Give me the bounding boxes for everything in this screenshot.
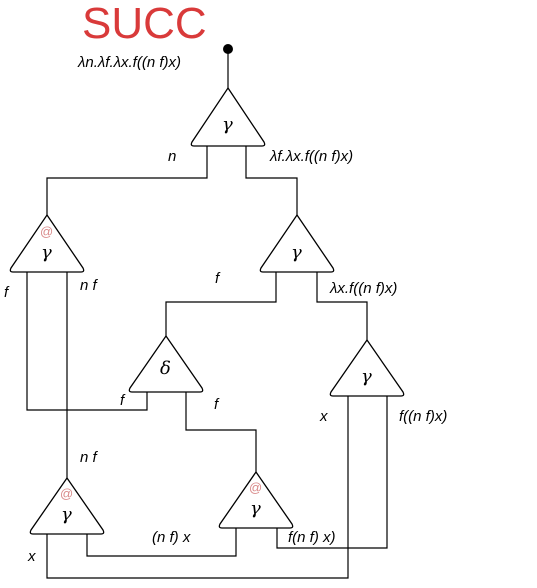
delta-glyph: δ [160,358,171,379]
gamma-nf-triangle [9,213,85,273]
label-f-right: f [215,270,221,287]
label-fnf-x: f(n f) x) [288,529,336,546]
wire-f-right [165,272,277,336]
label-n: n [168,148,176,165]
at-icon: @ [249,480,262,495]
gamma-nf-glyph: γ [41,242,52,263]
node-delta: δ [128,334,204,393]
wire-lam-x [316,272,368,340]
label-nfx: (n f) x [152,529,191,546]
label-nf-upper: n f [80,277,99,294]
at-icon: @ [40,224,53,239]
label-lam-x: λx.f((n f)x) [329,280,397,297]
wire-x [46,396,349,579]
wire-f-delta-right [185,392,257,472]
label-x-bottom: x [27,548,36,565]
label-f-delta-left: f [120,392,126,409]
gamma-top-triangle [190,86,266,147]
gamma-bottom-mid-triangle [218,470,294,529]
wire-n [46,142,208,215]
gamma-bottom-left-glyph: γ [61,504,72,525]
label-f-delta-right: f [214,396,220,413]
label-f-left: f [4,284,10,301]
gamma-right-triangle [259,213,335,273]
gamma-x-glyph: γ [361,366,372,387]
top-term-label: λn.λf.λx.f((n f)x) [77,54,181,71]
node-gamma-right: γ [259,213,335,273]
node-gamma-bottom-mid: @ γ [218,470,294,529]
wire-f-left [26,272,148,411]
wire-fnfx [276,396,388,549]
wire-nfx [86,528,237,557]
label-nf-lower: n f [80,449,99,466]
gamma-top-glyph: γ [222,114,233,135]
wires [26,142,388,579]
delta-triangle [128,334,204,393]
node-gamma-top: γ [190,86,266,147]
node-gamma-bottom-left: @ γ [29,476,105,535]
label-fnfx: f((n f)x) [399,408,447,425]
gamma-right-glyph: γ [291,242,302,263]
at-icon: @ [60,486,73,501]
wire-lam-f [245,142,298,215]
edge-labels: n λf.λx.f((n f)x) f n f f λx.f((n f)x) f… [4,148,447,565]
gamma-bottom-mid-glyph: γ [250,498,261,519]
diagram-title: SUCC [82,0,207,48]
gamma-x-triangle [329,338,405,397]
node-gamma-x: γ [329,338,405,397]
node-gamma-nf: @ γ [9,213,85,273]
label-lam-f: λf.λx.f((n f)x) [269,148,353,165]
gamma-bottom-left-triangle [29,476,105,535]
label-x-right: x [319,408,328,425]
